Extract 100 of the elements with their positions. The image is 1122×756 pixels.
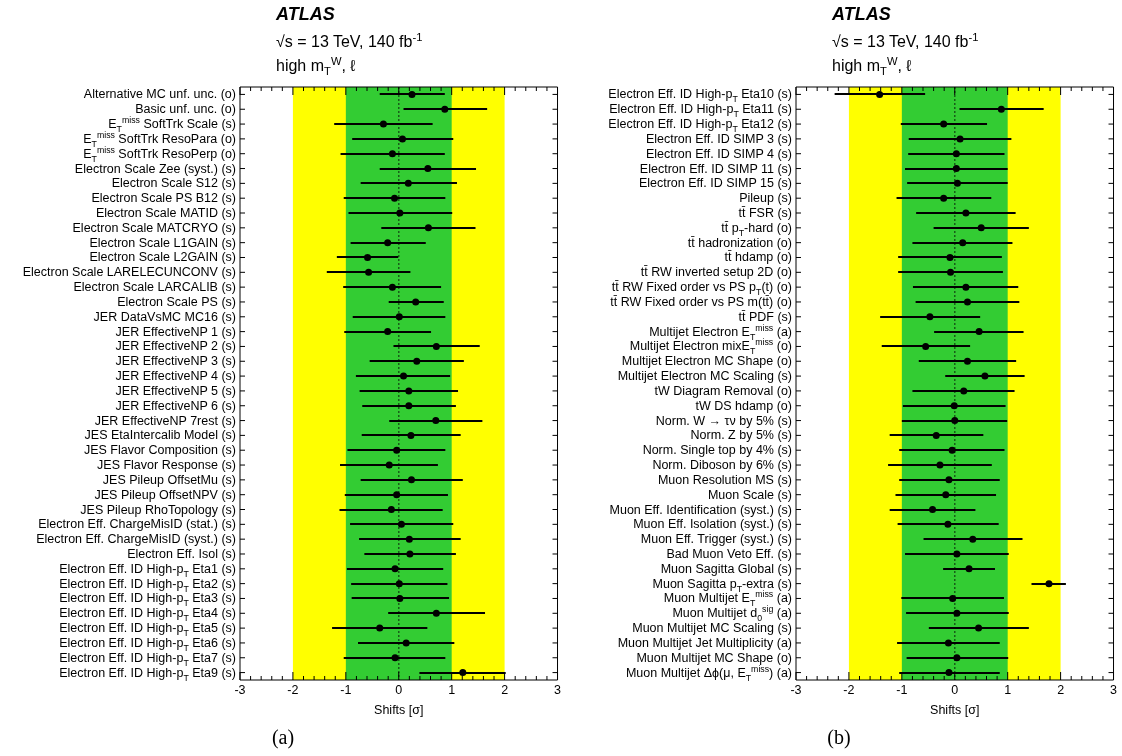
point xyxy=(412,298,420,306)
y-tick-label: Muon Eff. Identification (syst.) (s) xyxy=(609,502,792,518)
point xyxy=(945,476,953,484)
y-tick-label: JER DataVsMC MC16 (s) xyxy=(93,309,236,325)
point xyxy=(387,506,395,514)
y-tick-label: tt̄ hadronization (o) xyxy=(687,235,792,250)
point xyxy=(947,268,955,276)
point xyxy=(376,624,384,632)
point xyxy=(942,491,950,499)
y-tick-label: tt̄ RW Fixed order vs PS m(tt̄) (o) xyxy=(610,294,792,310)
y-tick-label: JES Flavor Response (s) xyxy=(97,457,236,474)
y-tick-label: Electron Eff. ID High-p$_{T}$ Eta6 (s) xyxy=(59,635,236,653)
y-tick-label: JER EffectiveNP 1 (s) xyxy=(115,324,236,340)
x-tick-label: -3 xyxy=(234,682,246,697)
x-tick-label: -2 xyxy=(843,682,855,697)
y-tick-label: JES Pileup OffsetNPV (s) xyxy=(94,487,236,503)
y-tick-label: Electron Scale LARELECUNCONV (s) xyxy=(22,264,236,281)
point xyxy=(408,90,416,98)
point xyxy=(365,268,373,276)
point xyxy=(404,179,412,187)
x-tick-label: -1 xyxy=(340,682,352,697)
y-tick-label: Norm. Diboson by 6% (s) xyxy=(652,457,792,474)
y-tick-label: JER EffectiveNP 3 (s) xyxy=(115,353,236,370)
point xyxy=(1045,580,1053,588)
y-tick-label: JER EffectiveNP 2 (s) xyxy=(115,339,236,355)
point xyxy=(946,253,954,261)
y-tick-label: JES Pileup RhoTopology (s) xyxy=(80,502,236,518)
y-tick-label: Bad Muon Veto Eff. (s) xyxy=(666,546,792,562)
point xyxy=(951,417,959,425)
point xyxy=(396,594,404,602)
point xyxy=(956,135,964,143)
y-tick-label: Electron Eff. ID High-p$_{T}$ Eta9 (s) xyxy=(59,665,236,683)
point xyxy=(929,506,937,514)
point xyxy=(997,105,1005,113)
y-tick-label: Norm. Single top by 4% (s) xyxy=(642,442,792,459)
chart-title: ATLAS xyxy=(832,4,891,25)
y-tick-label: Electron Scale MATCRYO (s) xyxy=(72,220,236,236)
point xyxy=(926,313,934,321)
x-tick-label: 3 xyxy=(1110,682,1118,697)
point xyxy=(962,209,970,217)
point xyxy=(952,150,960,158)
y-tick-label: JER EffectiveNP 5 (s) xyxy=(115,383,236,399)
point xyxy=(965,565,973,573)
point xyxy=(364,253,372,261)
y-tick-label: tW Diagram Removal (o) xyxy=(654,383,792,399)
x-tick-label: -3 xyxy=(790,682,802,697)
y-tick-label: JER EffectiveNP 7rest (s) xyxy=(94,413,236,429)
y-tick-label: tt̄ RW Fixed order vs PS p$_{T}$(t) (o) xyxy=(611,279,792,297)
y-tick-label: JES EtaIntercalib Model (s) xyxy=(84,428,236,444)
point xyxy=(977,224,985,232)
point xyxy=(922,342,930,350)
point xyxy=(949,594,957,602)
x-tick-label: 0 xyxy=(395,682,403,697)
y-tick-label: Electron Scale S12 (s) xyxy=(111,176,236,192)
point xyxy=(384,328,392,336)
point xyxy=(396,209,404,217)
point xyxy=(393,446,401,454)
x-axis-title: Shifts [σ] xyxy=(930,702,980,717)
y-tick-label: Muon Resolution MS (s) xyxy=(657,472,792,488)
point xyxy=(952,165,960,173)
y-tick-label: Muon Eff. Isolation (syst.) (s) xyxy=(633,517,792,533)
point xyxy=(948,446,956,454)
y-tick-label: tt̄ FSR (s) xyxy=(738,205,792,221)
chart-title: ATLAS xyxy=(276,4,335,25)
point xyxy=(936,461,944,469)
x-tick-label: -1 xyxy=(896,682,908,697)
point xyxy=(953,550,961,558)
point xyxy=(432,342,440,350)
y-tick-label: Electron Eff. ID High-p$_{T}$ Eta1 (s) xyxy=(59,561,236,579)
y-tick-label: tW DS hdamp (o) xyxy=(695,398,792,414)
y-tick-label: Electron Eff. ID High-p$_{T}$ Eta10 (s) xyxy=(608,86,792,104)
point xyxy=(940,194,948,202)
point xyxy=(391,565,399,573)
point xyxy=(945,669,953,677)
y-tick-label: Electron Scale PS B12 (s) xyxy=(91,190,236,207)
y-tick-label: Muon Multijet MC Scaling (s) xyxy=(632,621,792,637)
point xyxy=(388,283,396,291)
point xyxy=(424,224,432,232)
y-tick-label: tt̄ hdamp (o) xyxy=(724,250,792,266)
point xyxy=(405,402,413,410)
point xyxy=(432,417,440,425)
text: √s = 13 TeV, 140 fb$^{-1}$ high m$_{T}$$^{W}$, ℓ xyxy=(276,30,423,78)
point xyxy=(962,283,970,291)
point xyxy=(407,476,415,484)
point xyxy=(379,120,387,128)
point xyxy=(397,520,405,528)
x-tick-label: 0 xyxy=(951,682,959,697)
y-tick-label: JES Pileup OffsetMu (s) xyxy=(102,472,236,488)
point xyxy=(441,105,449,113)
x-tick-label: -2 xyxy=(287,682,299,697)
y-tick-label: Electron Scale LARCALIB (s) xyxy=(73,279,236,296)
point xyxy=(969,535,977,543)
point xyxy=(959,239,967,247)
point xyxy=(424,165,432,173)
point xyxy=(981,372,989,380)
point xyxy=(944,520,952,528)
y-tick-label: Norm. W → τν by 5% (s) xyxy=(655,413,792,429)
y-tick-label: Electron Eff. ID High-p$_{T}$ Eta4 (s) xyxy=(59,606,236,623)
y-tick-label: Muon Multijet Jet Multiplicity (a) xyxy=(617,635,792,651)
point xyxy=(400,372,408,380)
